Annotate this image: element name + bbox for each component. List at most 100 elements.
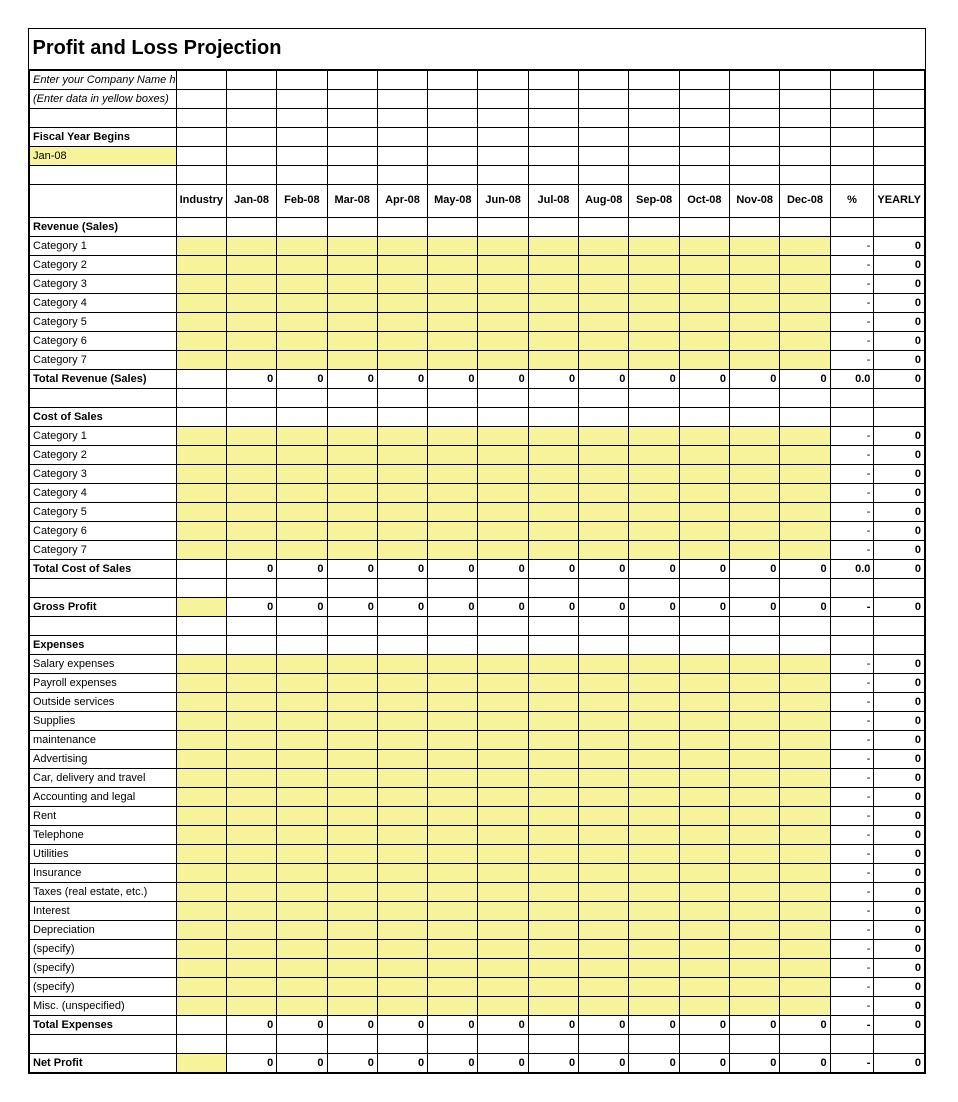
month-input[interactable]: [327, 275, 377, 294]
month-input[interactable]: [780, 256, 830, 275]
month-input[interactable]: [377, 446, 427, 465]
month-input[interactable]: [679, 693, 729, 712]
month-input[interactable]: [277, 294, 327, 313]
month-input[interactable]: [428, 275, 478, 294]
month-input[interactable]: [277, 959, 327, 978]
month-input[interactable]: [730, 275, 780, 294]
month-input[interactable]: [327, 769, 377, 788]
month-input[interactable]: [528, 503, 578, 522]
month-input[interactable]: [377, 256, 427, 275]
month-input[interactable]: [780, 769, 830, 788]
month-input[interactable]: [528, 845, 578, 864]
month-input[interactable]: [478, 712, 528, 731]
month-input[interactable]: [327, 332, 377, 351]
month-input[interactable]: [528, 522, 578, 541]
month-input[interactable]: [327, 484, 377, 503]
month-input[interactable]: [327, 503, 377, 522]
month-input[interactable]: [377, 275, 427, 294]
month-input[interactable]: [528, 351, 578, 370]
month-input[interactable]: [377, 883, 427, 902]
month-input[interactable]: [579, 921, 629, 940]
industry-input[interactable]: [176, 921, 226, 940]
month-input[interactable]: [478, 541, 528, 560]
month-input[interactable]: [730, 959, 780, 978]
month-input[interactable]: [579, 503, 629, 522]
month-input[interactable]: [679, 351, 729, 370]
month-input[interactable]: [226, 503, 276, 522]
month-input[interactable]: [277, 351, 327, 370]
month-input[interactable]: [478, 655, 528, 674]
month-input[interactable]: [277, 712, 327, 731]
month-input[interactable]: [377, 712, 427, 731]
month-input[interactable]: [679, 788, 729, 807]
industry-input[interactable]: [176, 522, 226, 541]
month-input[interactable]: [629, 997, 679, 1016]
month-input[interactable]: [579, 446, 629, 465]
month-input[interactable]: [579, 275, 629, 294]
month-input[interactable]: [730, 845, 780, 864]
month-input[interactable]: [780, 275, 830, 294]
month-input[interactable]: [679, 997, 729, 1016]
month-input[interactable]: [377, 845, 427, 864]
month-input[interactable]: [629, 959, 679, 978]
month-input[interactable]: [377, 978, 427, 997]
month-input[interactable]: [679, 712, 729, 731]
month-input[interactable]: [730, 750, 780, 769]
month-input[interactable]: [428, 313, 478, 332]
industry-input[interactable]: [176, 503, 226, 522]
industry-input[interactable]: [176, 674, 226, 693]
month-input[interactable]: [478, 294, 528, 313]
month-input[interactable]: [579, 484, 629, 503]
month-input[interactable]: [629, 826, 679, 845]
month-input[interactable]: [478, 351, 528, 370]
month-input[interactable]: [679, 902, 729, 921]
month-input[interactable]: [226, 864, 276, 883]
month-input[interactable]: [377, 997, 427, 1016]
industry-input[interactable]: [176, 541, 226, 560]
month-input[interactable]: [629, 883, 679, 902]
month-input[interactable]: [377, 465, 427, 484]
month-input[interactable]: [277, 978, 327, 997]
month-input[interactable]: [528, 332, 578, 351]
month-input[interactable]: [478, 997, 528, 1016]
month-input[interactable]: [629, 313, 679, 332]
month-input[interactable]: [428, 902, 478, 921]
month-input[interactable]: [377, 655, 427, 674]
month-input[interactable]: [730, 465, 780, 484]
month-input[interactable]: [579, 826, 629, 845]
month-input[interactable]: [226, 465, 276, 484]
month-input[interactable]: [679, 503, 729, 522]
month-input[interactable]: [277, 674, 327, 693]
month-input[interactable]: [226, 313, 276, 332]
industry-input[interactable]: [176, 275, 226, 294]
month-input[interactable]: [579, 845, 629, 864]
month-input[interactable]: [478, 788, 528, 807]
industry-input[interactable]: [176, 978, 226, 997]
month-input[interactable]: [780, 465, 830, 484]
month-input[interactable]: [277, 750, 327, 769]
month-input[interactable]: [579, 522, 629, 541]
month-input[interactable]: [780, 484, 830, 503]
month-input[interactable]: [377, 237, 427, 256]
month-input[interactable]: [226, 332, 276, 351]
month-input[interactable]: [327, 256, 377, 275]
month-input[interactable]: [780, 712, 830, 731]
month-input[interactable]: [528, 256, 578, 275]
net-profit-industry[interactable]: [176, 1054, 226, 1073]
month-input[interactable]: [428, 788, 478, 807]
month-input[interactable]: [377, 750, 427, 769]
gross-profit-industry[interactable]: [176, 598, 226, 617]
month-input[interactable]: [226, 845, 276, 864]
industry-input[interactable]: [176, 693, 226, 712]
month-input[interactable]: [629, 921, 679, 940]
industry-input[interactable]: [176, 940, 226, 959]
month-input[interactable]: [730, 864, 780, 883]
month-input[interactable]: [528, 921, 578, 940]
month-input[interactable]: [226, 237, 276, 256]
month-input[interactable]: [730, 997, 780, 1016]
month-input[interactable]: [327, 807, 377, 826]
month-input[interactable]: [679, 332, 729, 351]
month-input[interactable]: [730, 313, 780, 332]
month-input[interactable]: [428, 845, 478, 864]
month-input[interactable]: [277, 446, 327, 465]
